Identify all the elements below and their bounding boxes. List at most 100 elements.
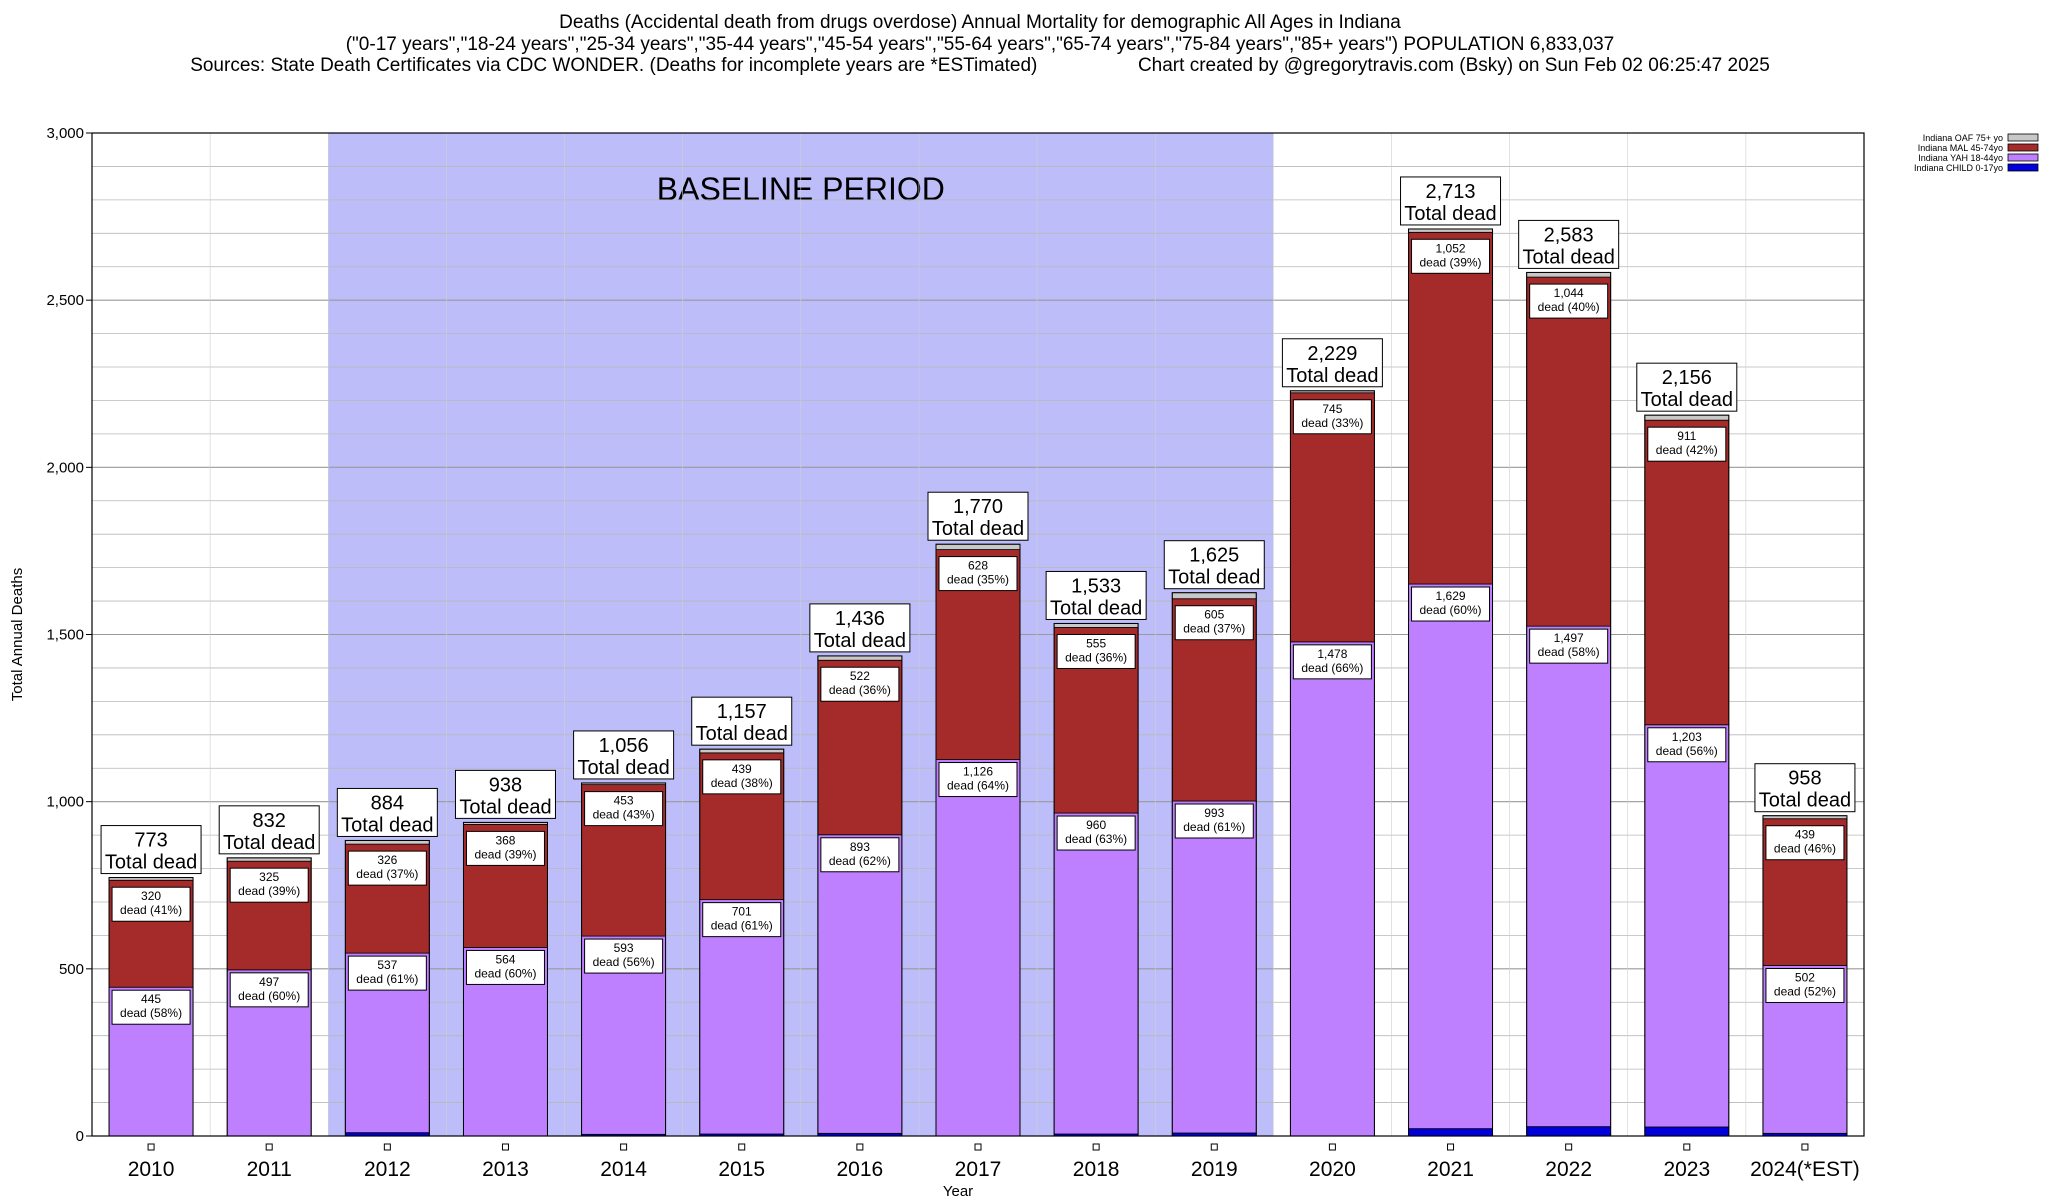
yah-data-label-box — [1056, 815, 1136, 851]
yah-data-label-value: 893 — [850, 840, 870, 854]
total-data-label-value: 1,056 — [599, 735, 649, 757]
bar-yah-segment — [1408, 583, 1493, 1130]
mal-data-label-box — [111, 886, 191, 922]
yah-data-label-pct: dead (58%) — [1538, 645, 1600, 659]
y-tick-label: 2,500 — [46, 292, 84, 309]
bar-marker — [974, 1143, 982, 1151]
total-data-label-value: 1,157 — [717, 701, 767, 723]
total-data-label-value: 2,229 — [1307, 343, 1357, 365]
x-tick-label: 2016 — [837, 1158, 884, 1181]
bar-marker — [856, 1143, 864, 1151]
yah-data-label-pct: dead (60%) — [238, 989, 300, 1003]
legend-swatch — [2007, 133, 2039, 142]
total-data-label-value: 958 — [1788, 768, 1821, 790]
mal-data-label-box — [1056, 633, 1136, 669]
total-data-label-box — [1281, 338, 1383, 388]
mal-data-label-value: 325 — [259, 870, 279, 884]
total-data-label-pct: Total dead — [459, 796, 551, 818]
total-data-label-box — [454, 769, 556, 819]
total-data-label-pct: Total dead — [577, 757, 669, 779]
bar-marker — [1210, 1143, 1218, 1151]
yah-data-label-box — [820, 837, 900, 873]
y-tick-label: 1,000 — [46, 794, 84, 811]
mal-data-label-value: 439 — [1795, 828, 1815, 842]
x-tick-label: 2011 — [247, 1158, 292, 1181]
yah-data-label-box — [584, 938, 664, 974]
mal-data-label-box — [347, 850, 427, 886]
yah-data-label-value: 445 — [141, 992, 161, 1006]
total-data-label-box — [218, 805, 320, 855]
mal-data-label-value: 628 — [968, 559, 988, 573]
total-data-label-value: 1,533 — [1071, 575, 1121, 597]
bar-oaf-segment — [344, 840, 430, 845]
total-data-label-value: 2,713 — [1426, 181, 1476, 203]
bar-marker — [383, 1143, 391, 1151]
mal-data-label-pct: dead (35%) — [947, 573, 1009, 587]
x-tick-label: 2014 — [600, 1158, 647, 1181]
yah-data-label-pct: dead (52%) — [1774, 984, 1836, 998]
legend-label: Indiana CHILD 0-17yo — [1914, 163, 2003, 173]
total-data-label-value: 884 — [371, 792, 404, 814]
mal-data-label-box — [702, 759, 782, 795]
mal-data-label-value: 453 — [614, 794, 634, 808]
yah-data-label-value: 593 — [614, 941, 634, 955]
yah-data-label-pct: dead (61%) — [356, 972, 418, 986]
total-data-label-box — [1400, 176, 1502, 226]
mal-data-label-box — [229, 867, 309, 903]
mal-data-label-box — [938, 556, 1018, 592]
bar-child-segment — [1526, 1126, 1612, 1137]
mal-data-label-pct: dead (36%) — [1065, 650, 1127, 664]
x-tick-label: 2024(*EST) — [1750, 1158, 1860, 1181]
mal-data-label-value: 745 — [1322, 402, 1342, 416]
yah-data-label-pct: dead (66%) — [1301, 661, 1363, 675]
total-data-label-value: 1,625 — [1189, 545, 1239, 567]
mal-data-label-pct: dead (37%) — [356, 867, 418, 881]
chart-credit-text: Chart created by @gregorytravis.com (Bsk… — [1137, 55, 1770, 76]
yah-data-label-value: 502 — [1795, 970, 1815, 984]
yah-data-label-box — [347, 955, 427, 991]
total-data-label-value: 1,436 — [835, 608, 885, 630]
y-tick-label: 0 — [76, 1128, 84, 1145]
x-tick-label: 2020 — [1309, 1158, 1356, 1181]
y-tick-label: 2,000 — [46, 459, 84, 476]
bar-oaf-segment — [226, 857, 312, 862]
total-data-label-box — [1163, 540, 1265, 590]
bar-marker — [501, 1143, 509, 1151]
y-axis-title: Total Annual Deaths — [9, 568, 26, 701]
mal-data-label-box — [1765, 825, 1845, 861]
bar-marker — [147, 1143, 155, 1151]
mal-data-label-value: 439 — [732, 762, 752, 776]
mal-data-label-box — [1174, 605, 1254, 641]
bar-mal-segment — [1290, 392, 1375, 643]
bar-marker — [1565, 1143, 1573, 1151]
mal-data-label-value: 368 — [495, 833, 515, 847]
yah-data-label-value: 960 — [1086, 818, 1106, 832]
x-tick-label: 2015 — [718, 1158, 765, 1181]
x-tick-label: 2018 — [1073, 1158, 1120, 1181]
total-data-label-pct: Total dead — [932, 518, 1024, 540]
total-data-label-pct: Total dead — [1050, 597, 1142, 619]
yah-data-label-pct: dead (64%) — [947, 779, 1009, 793]
total-data-label-pct: Total dead — [223, 832, 315, 854]
x-tick-label: 2013 — [482, 1158, 529, 1181]
mal-data-label-value: 911 — [1677, 429, 1696, 443]
x-tick-label: 2021 — [1427, 1158, 1474, 1181]
